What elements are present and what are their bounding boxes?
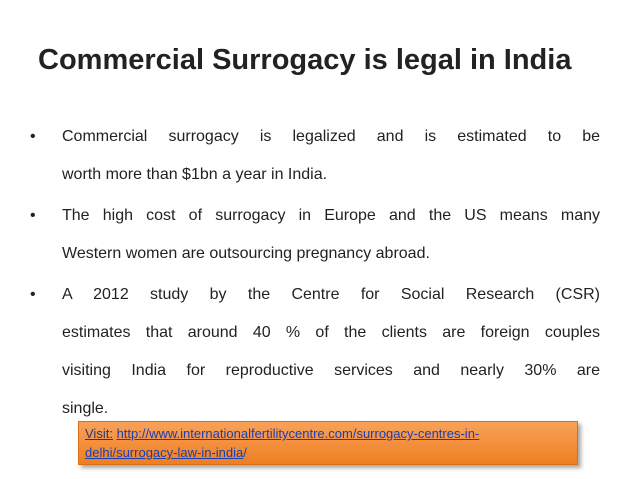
visit-line: Visit: http://www.internationalfertility…	[85, 424, 571, 443]
bullet-text: single.	[62, 400, 109, 417]
bullet-text: The high cost of surrogacy in Europe and…	[62, 207, 600, 224]
bullet-list: • Commercial surrogacy is legalized and i…	[30, 118, 600, 431]
slide-title: Commercial Surrogacy is legal in India	[38, 44, 572, 76]
bullet-marker: •	[30, 128, 36, 145]
visit-link[interactable]: delhi/surrogacy-law-in-india	[85, 445, 244, 460]
bullet-text: worth more than $1bn a year in India.	[62, 166, 328, 183]
visit-box: Visit: http://www.internationalfertility…	[78, 421, 578, 465]
bullet-text: visiting India for reproductive services…	[62, 362, 600, 379]
bullet-marker: •	[30, 207, 36, 224]
visit-line: delhi/surrogacy-law-in-india/	[85, 443, 571, 462]
bullet-text: Western women are outsourcing pregnancy …	[62, 245, 430, 262]
visit-suffix: /	[243, 445, 247, 460]
bullet-text: A 2012 study by the Centre for Social Re…	[62, 286, 600, 303]
visit-label: Visit:	[85, 426, 113, 441]
bullet-text: Commercial surrogacy is legalized and is…	[62, 128, 600, 145]
visit-link[interactable]: http://www.internationalfertilitycentre.…	[116, 426, 480, 441]
bullet-item: • A 2012 study by the Centre for Social R…	[30, 276, 600, 428]
bullet-item: • Commercial surrogacy is legalized and i…	[30, 118, 600, 194]
bullet-text: estimates that around 40 % of the client…	[62, 324, 600, 341]
bullet-item: • The high cost of surrogacy in Europe an…	[30, 197, 600, 273]
bullet-marker: •	[30, 286, 36, 303]
